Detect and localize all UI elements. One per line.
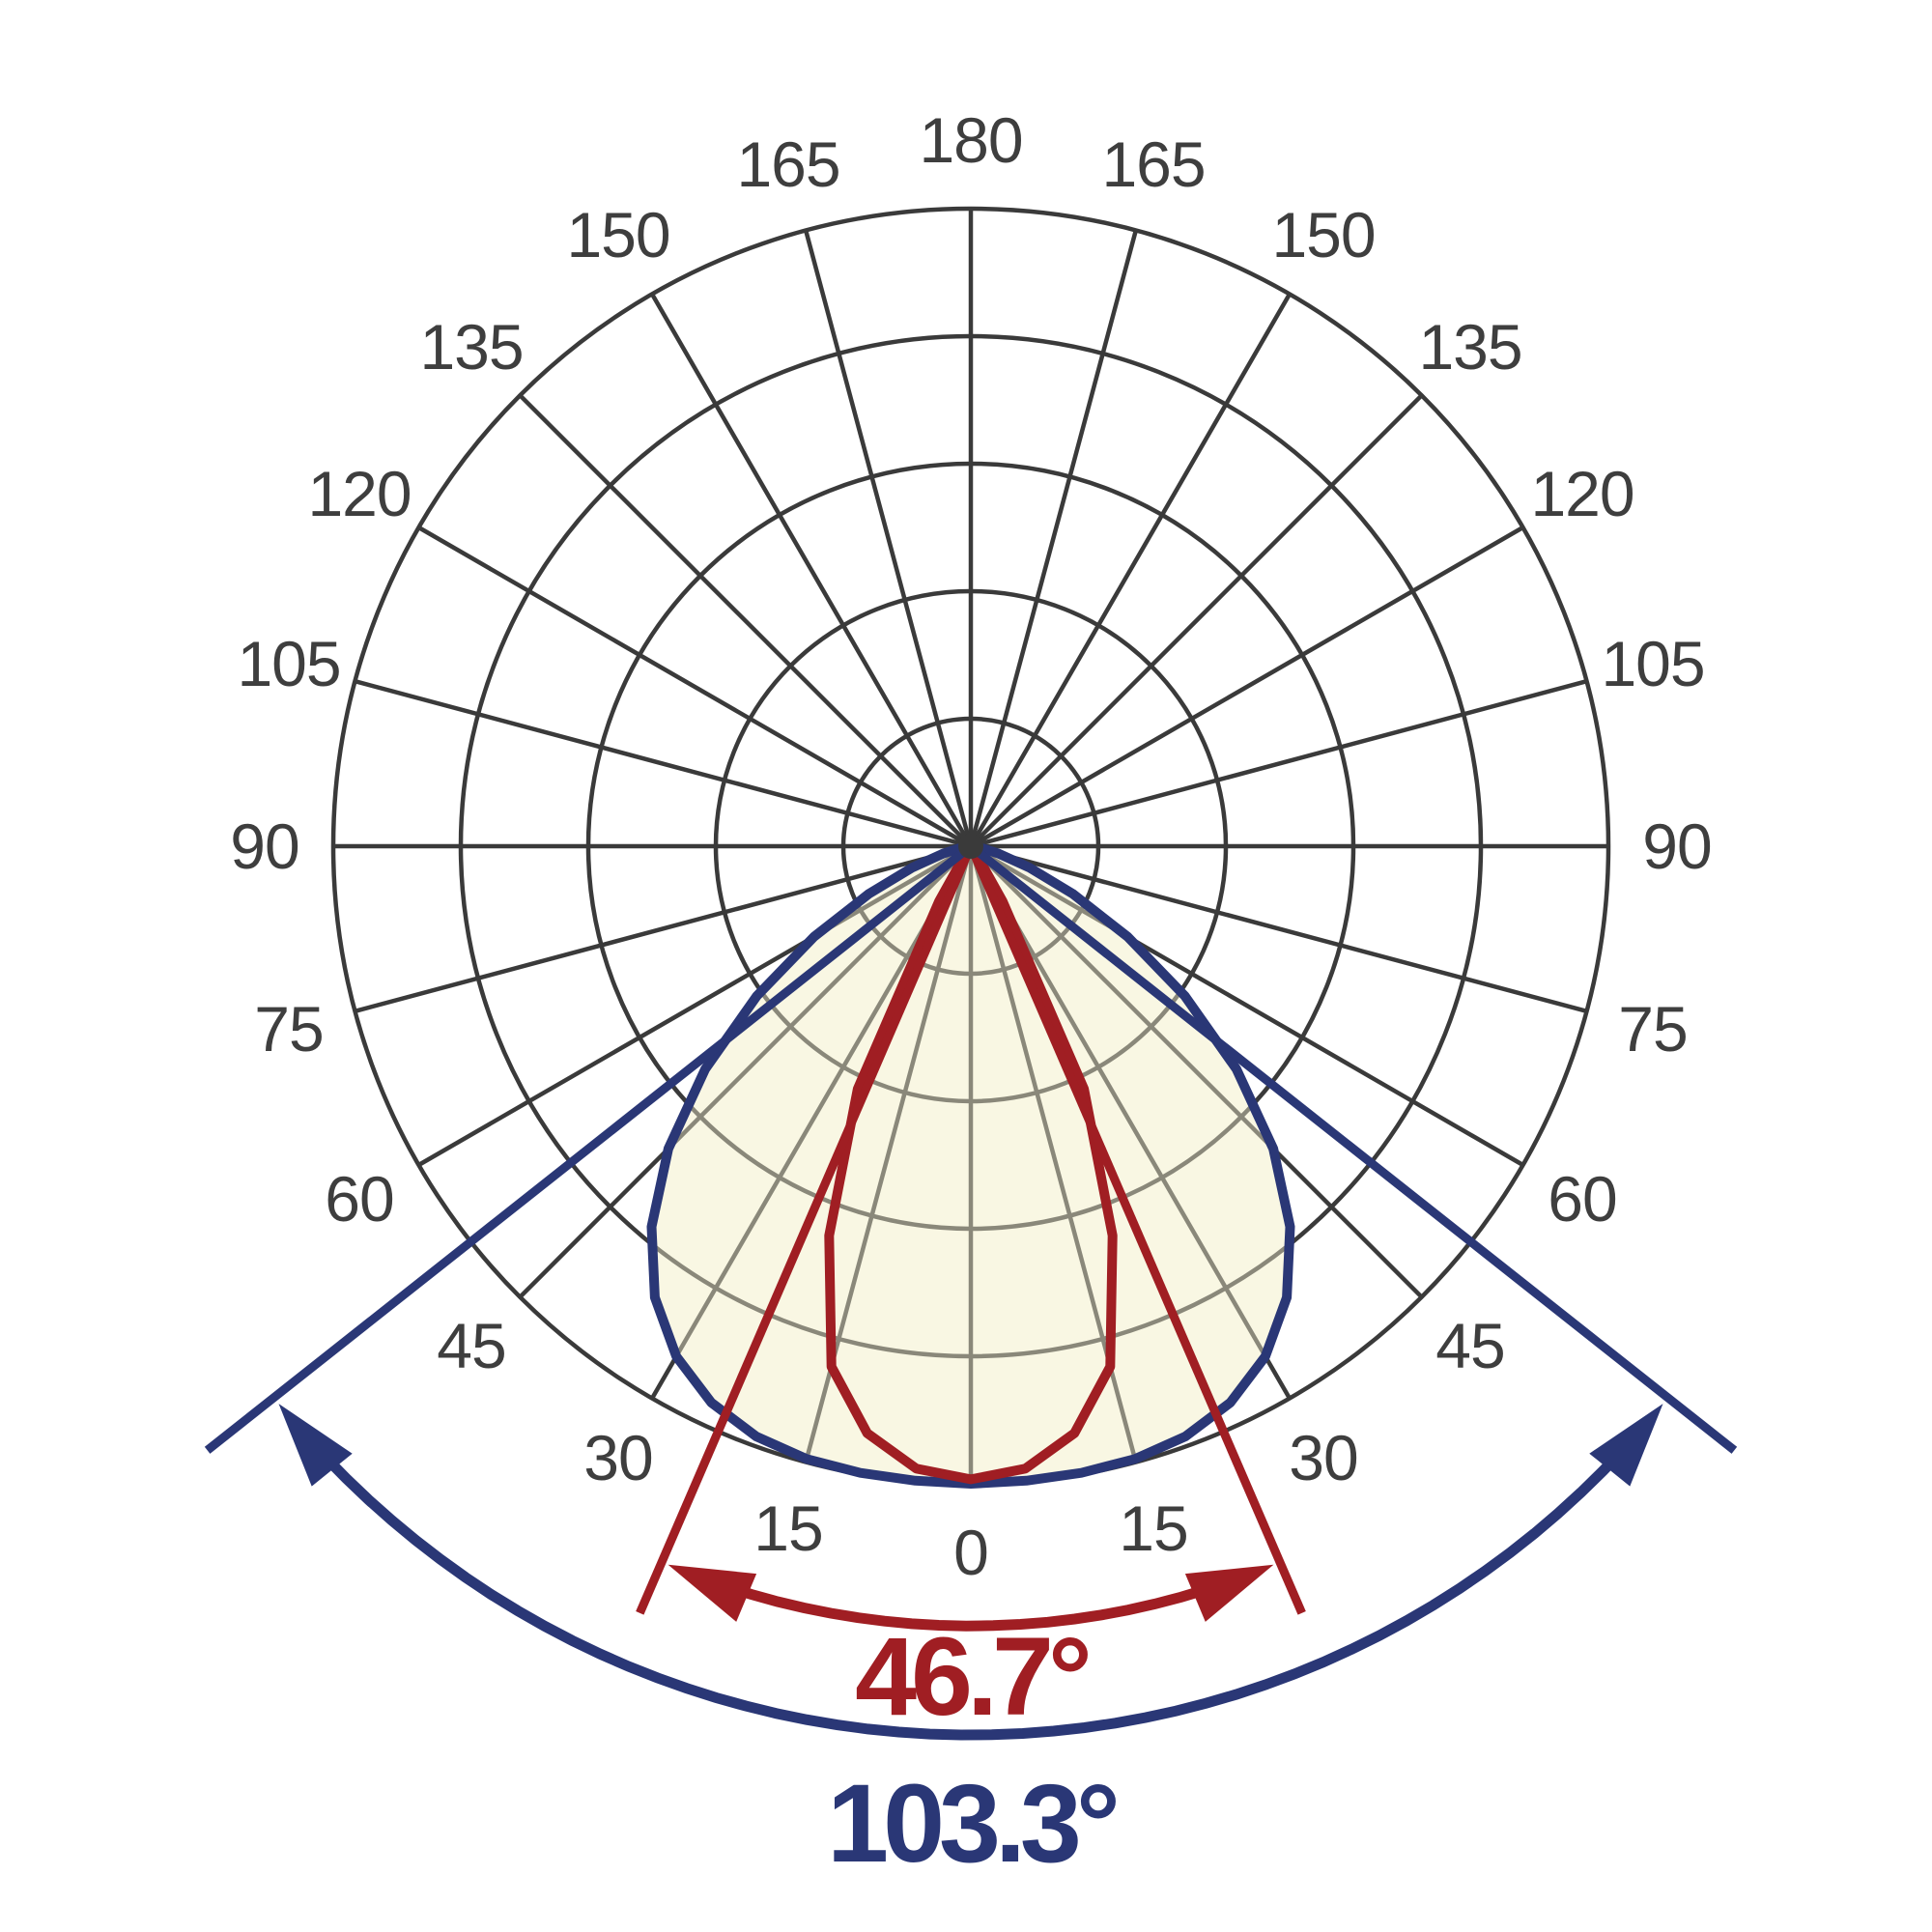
grid-spoke <box>970 679 1588 849</box>
angle-label-90-right: 90 <box>1642 810 1711 882</box>
narrow-beam-boundary-line <box>966 844 1306 1615</box>
grid-spoke <box>969 393 1424 848</box>
grid-spoke <box>518 393 973 848</box>
wide-beam-arrowhead-right <box>1589 1404 1663 1487</box>
angle-label-45-right: 45 <box>1435 1310 1504 1381</box>
angle-label-120-right: 120 <box>1530 458 1634 529</box>
narrow-beam-angle-value: 46.7° <box>855 1615 1089 1739</box>
grid-inside-ring <box>713 846 1229 1104</box>
angle-scale-labels: 0 15 15 30 30 45 45 60 60 75 75 90 90 105 105 120 120 135… <box>230 104 1712 1588</box>
angle-label-180: 180 <box>919 104 1022 176</box>
narrow-beam-arrowhead-left <box>668 1564 757 1622</box>
angle-label-165-right: 165 <box>1101 128 1205 200</box>
angle-label-75-right: 75 <box>1618 993 1687 1065</box>
grid-spoke <box>969 293 1292 848</box>
grid-inside-spoke <box>969 846 1291 1299</box>
angle-label-135-right: 135 <box>1418 311 1521 383</box>
wide-beam-angle-value: 103.3° <box>827 1762 1117 1886</box>
grid-inside-ring <box>840 846 1101 977</box>
wide-beam-boundary-line <box>204 842 974 1454</box>
grid-spoke <box>969 526 1524 848</box>
grid-spoke <box>968 229 1138 847</box>
angle-label-30-right: 30 <box>1289 1422 1357 1493</box>
grid-spoke <box>354 843 972 1013</box>
grid-inside-spoke <box>969 846 1291 1400</box>
grid-spoke <box>970 843 1588 1013</box>
angle-label-15-left: 15 <box>753 1492 822 1564</box>
wide-beam-boundary-line <box>968 842 1738 1454</box>
angle-label-60-right: 60 <box>1548 1163 1616 1235</box>
angle-label-165-left: 165 <box>736 128 839 200</box>
angle-label-105-right: 105 <box>1601 628 1704 699</box>
angle-label-90-left: 90 <box>230 810 298 882</box>
angle-label-75-left: 75 <box>254 993 323 1065</box>
angle-label-150-left: 150 <box>566 199 669 270</box>
grid-spoke <box>650 293 973 848</box>
grid-spoke <box>417 526 973 848</box>
grid-spoke <box>804 229 974 847</box>
grid-inside-ring <box>651 846 1291 1232</box>
narrow-beam-boundary-line <box>636 844 976 1615</box>
narrow-beam-arrowhead-right <box>1184 1564 1274 1622</box>
angle-label-120-left: 120 <box>307 458 411 529</box>
grid-inside-ring <box>651 846 1291 1359</box>
beam-angle-annotations <box>204 842 1738 1741</box>
angle-label-105-left: 105 <box>237 628 340 699</box>
angle-label-150-right: 150 <box>1271 199 1375 270</box>
angle-label-0: 0 <box>953 1517 988 1588</box>
wide-beam-curve <box>646 841 1295 1489</box>
angle-label-30-left: 30 <box>583 1422 652 1493</box>
angle-label-60-left: 60 <box>325 1163 393 1235</box>
wide-beam-dimension-arc <box>321 1452 1621 1741</box>
angle-label-15-right: 15 <box>1119 1492 1187 1564</box>
narrow-beam-dimension-arc <box>724 1580 1218 1632</box>
center-point <box>958 834 983 859</box>
grid-inside-spoke <box>651 846 973 1400</box>
angle-label-135-left: 135 <box>419 311 523 383</box>
grid-inside-spoke <box>651 846 973 1299</box>
grid-spoke <box>354 679 972 849</box>
wide-beam-arrowhead-left <box>278 1404 353 1487</box>
angle-label-45-left: 45 <box>437 1310 505 1381</box>
